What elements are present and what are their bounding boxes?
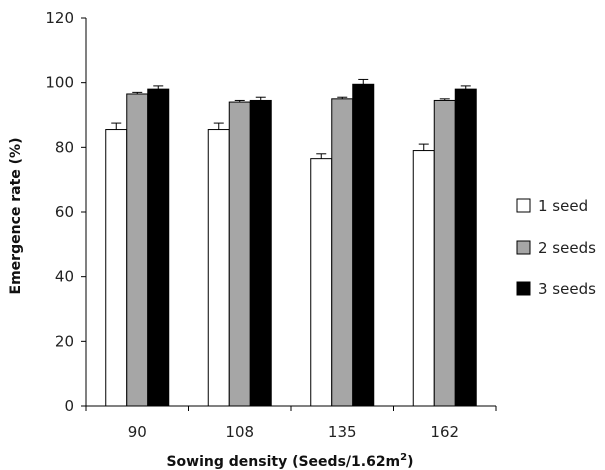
bar-1-seed-108 <box>207 129 230 407</box>
y-tick-label: 60 <box>55 203 74 221</box>
bar-3-seeds-90 <box>147 88 170 407</box>
bar-1-seed-135 <box>310 158 333 407</box>
bar-2-seeds-90 <box>126 93 149 407</box>
x-tick-label: 162 <box>430 423 459 441</box>
legend-item-2-seeds: 2 seeds <box>516 239 596 257</box>
tick-labels: 0 20 40 60 80 100 120 90 108 135 162 <box>45 9 459 441</box>
bar-3-seeds-135 <box>352 83 375 407</box>
x-axis-label-superscript: 2 <box>400 452 407 463</box>
y-tick-label: 40 <box>55 268 74 286</box>
bar-2-seeds-135 <box>331 98 354 407</box>
x-tick-label: 108 <box>225 423 254 441</box>
legend-swatch-3-seeds <box>516 281 531 296</box>
y-tick-label: 120 <box>45 9 74 27</box>
bars <box>105 83 477 407</box>
legend-item-3-seeds: 3 seeds <box>516 280 596 298</box>
legend-swatch-1-seed <box>516 198 531 213</box>
y-tick-label: 100 <box>45 74 74 92</box>
y-axis-label: Emergence rate (%) <box>8 138 24 295</box>
bar-2-seeds-162 <box>433 99 456 407</box>
bar-1-seed-162 <box>412 150 435 407</box>
bar-2-seeds-108 <box>228 101 251 407</box>
legend-label-3-seeds: 3 seeds <box>538 280 596 298</box>
y-tick-label: 0 <box>64 397 74 415</box>
error-bars <box>111 78 471 159</box>
x-axis-label-end: ) <box>407 454 413 470</box>
x-tick-label: 135 <box>328 423 357 441</box>
x-axis-label-main: Sowing density (Seeds/1.62m <box>166 454 400 470</box>
legend-label-2-seeds: 2 seeds <box>538 239 596 257</box>
legend-item-1-seed: 1 seed <box>516 197 588 215</box>
bar-3-seeds-162 <box>454 88 477 407</box>
legend: 1 seed 2 seeds 3 seeds <box>516 197 596 298</box>
bar-3-seeds-108 <box>249 99 272 407</box>
x-tick-label: 90 <box>128 423 147 441</box>
x-axis-label: Sowing density (Seeds/1.62m2) <box>166 452 413 470</box>
bar-1-seed-90 <box>105 129 128 407</box>
legend-swatch-2-seeds <box>516 240 531 255</box>
y-tick-label: 20 <box>55 332 74 350</box>
legend-label-1-seed: 1 seed <box>538 197 588 215</box>
y-tick-label: 80 <box>55 138 74 156</box>
